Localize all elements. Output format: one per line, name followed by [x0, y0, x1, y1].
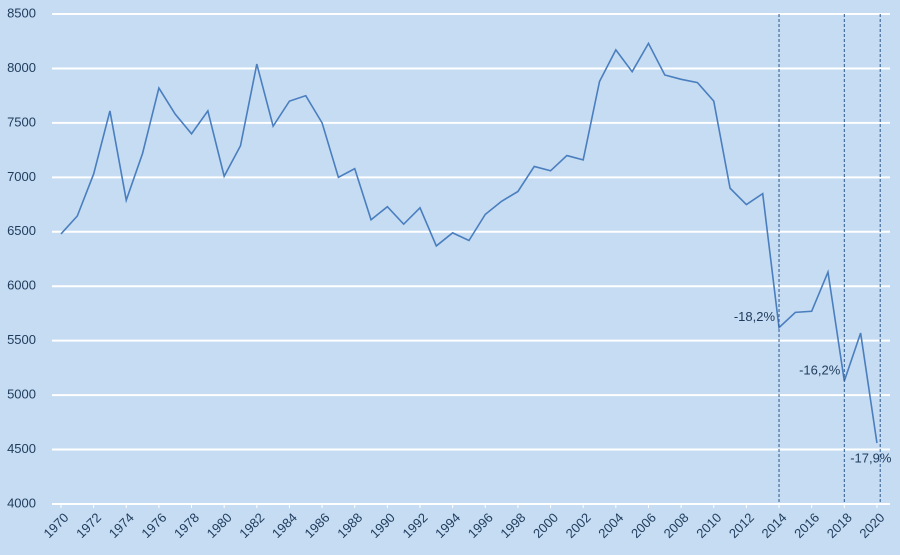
x-tick-label: 1976 — [138, 510, 169, 541]
x-tick-label: 1972 — [73, 510, 104, 541]
x-tick-label: 2006 — [628, 510, 659, 541]
line — [60, 41, 878, 444]
x-tick-label: 2008 — [661, 510, 692, 541]
x-tick-label: 1998 — [497, 510, 528, 541]
x-tick-label: 2014 — [759, 510, 790, 541]
x-tick-label: 2020 — [856, 510, 887, 541]
x-tick-label: 1974 — [106, 510, 137, 541]
x-tick-label: 1994 — [432, 510, 463, 541]
x-tick-label: 1982 — [236, 510, 267, 541]
y-tick-label: 8500 — [7, 5, 36, 20]
y-tick-label: 6000 — [7, 278, 36, 293]
x-tick-label: 1978 — [171, 510, 202, 541]
x-tick-label: 2012 — [726, 510, 757, 541]
x-tick-label: 2010 — [693, 510, 724, 541]
x-tick-label: 2016 — [791, 510, 822, 541]
annotation: -18,2% — [734, 309, 776, 324]
x-tick-label: 1988 — [334, 510, 365, 541]
y-tick-label: 6500 — [7, 223, 36, 238]
x-tick-label: 2018 — [824, 510, 855, 541]
y-tick-label: 5000 — [7, 387, 36, 402]
x-tick-label: 1984 — [269, 510, 300, 541]
x-tick-label: 2004 — [595, 510, 626, 541]
y-tick-label: 7000 — [7, 169, 36, 184]
y-tick-label: 7500 — [7, 114, 36, 129]
x-tick-label: 1990 — [367, 510, 398, 541]
x-tick-label: 1980 — [204, 510, 235, 541]
annotation: -16,2% — [799, 362, 841, 377]
x-tick-label: 2002 — [563, 510, 594, 541]
x-tick-label: 1992 — [399, 510, 430, 541]
x-tick-label: 1986 — [302, 510, 333, 541]
x-tick-label: 2000 — [530, 510, 561, 541]
y-tick-label: 5500 — [7, 332, 36, 347]
x-tick-label: 1996 — [465, 510, 496, 541]
y-tick-label: 8000 — [7, 60, 36, 75]
x-tick-label: 1970 — [40, 510, 71, 541]
y-tick-label: 4000 — [7, 495, 36, 510]
y-tick-label: 4500 — [7, 441, 36, 456]
annotation: -17,9% — [850, 450, 892, 465]
